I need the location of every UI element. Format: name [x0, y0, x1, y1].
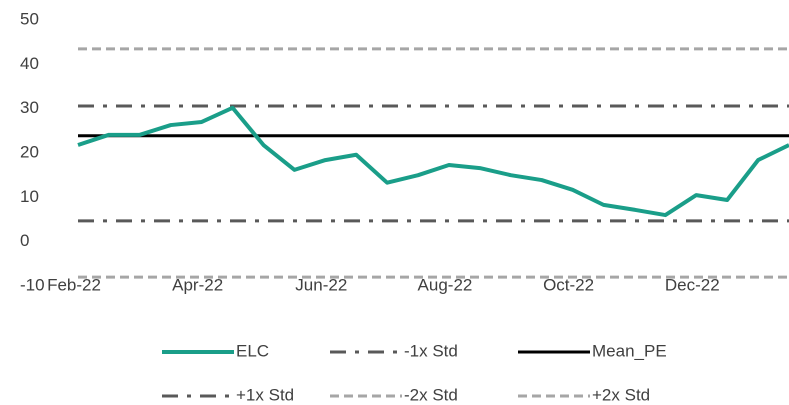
y-tick-label: 50 — [20, 9, 39, 28]
x-tick-label: Dec-22 — [665, 275, 720, 294]
legend-label: -1x Std — [404, 341, 458, 360]
legend-label: ELC — [236, 341, 269, 360]
x-tick-label: Aug-22 — [418, 275, 473, 294]
y-tick-label: 40 — [20, 54, 39, 73]
legend-label: Mean_PE — [592, 341, 667, 360]
y-tick-label: 10 — [20, 187, 39, 206]
x-tick-label: Oct-22 — [543, 275, 594, 294]
legend-label: -2x Std — [404, 385, 458, 404]
x-tick-label: Apr-22 — [172, 275, 223, 294]
y-tick-label: 30 — [20, 98, 39, 117]
y-tick-label: 20 — [20, 142, 39, 161]
x-tick-label: Jun-22 — [295, 275, 347, 294]
legend-label: +1x Std — [236, 385, 294, 404]
legend-label: +2x Std — [592, 385, 650, 404]
x-tick-label: Feb-22 — [47, 275, 101, 294]
y-tick-label: 0 — [20, 231, 29, 250]
series-line — [77, 105, 789, 218]
y-tick-label: -10 — [20, 275, 45, 294]
